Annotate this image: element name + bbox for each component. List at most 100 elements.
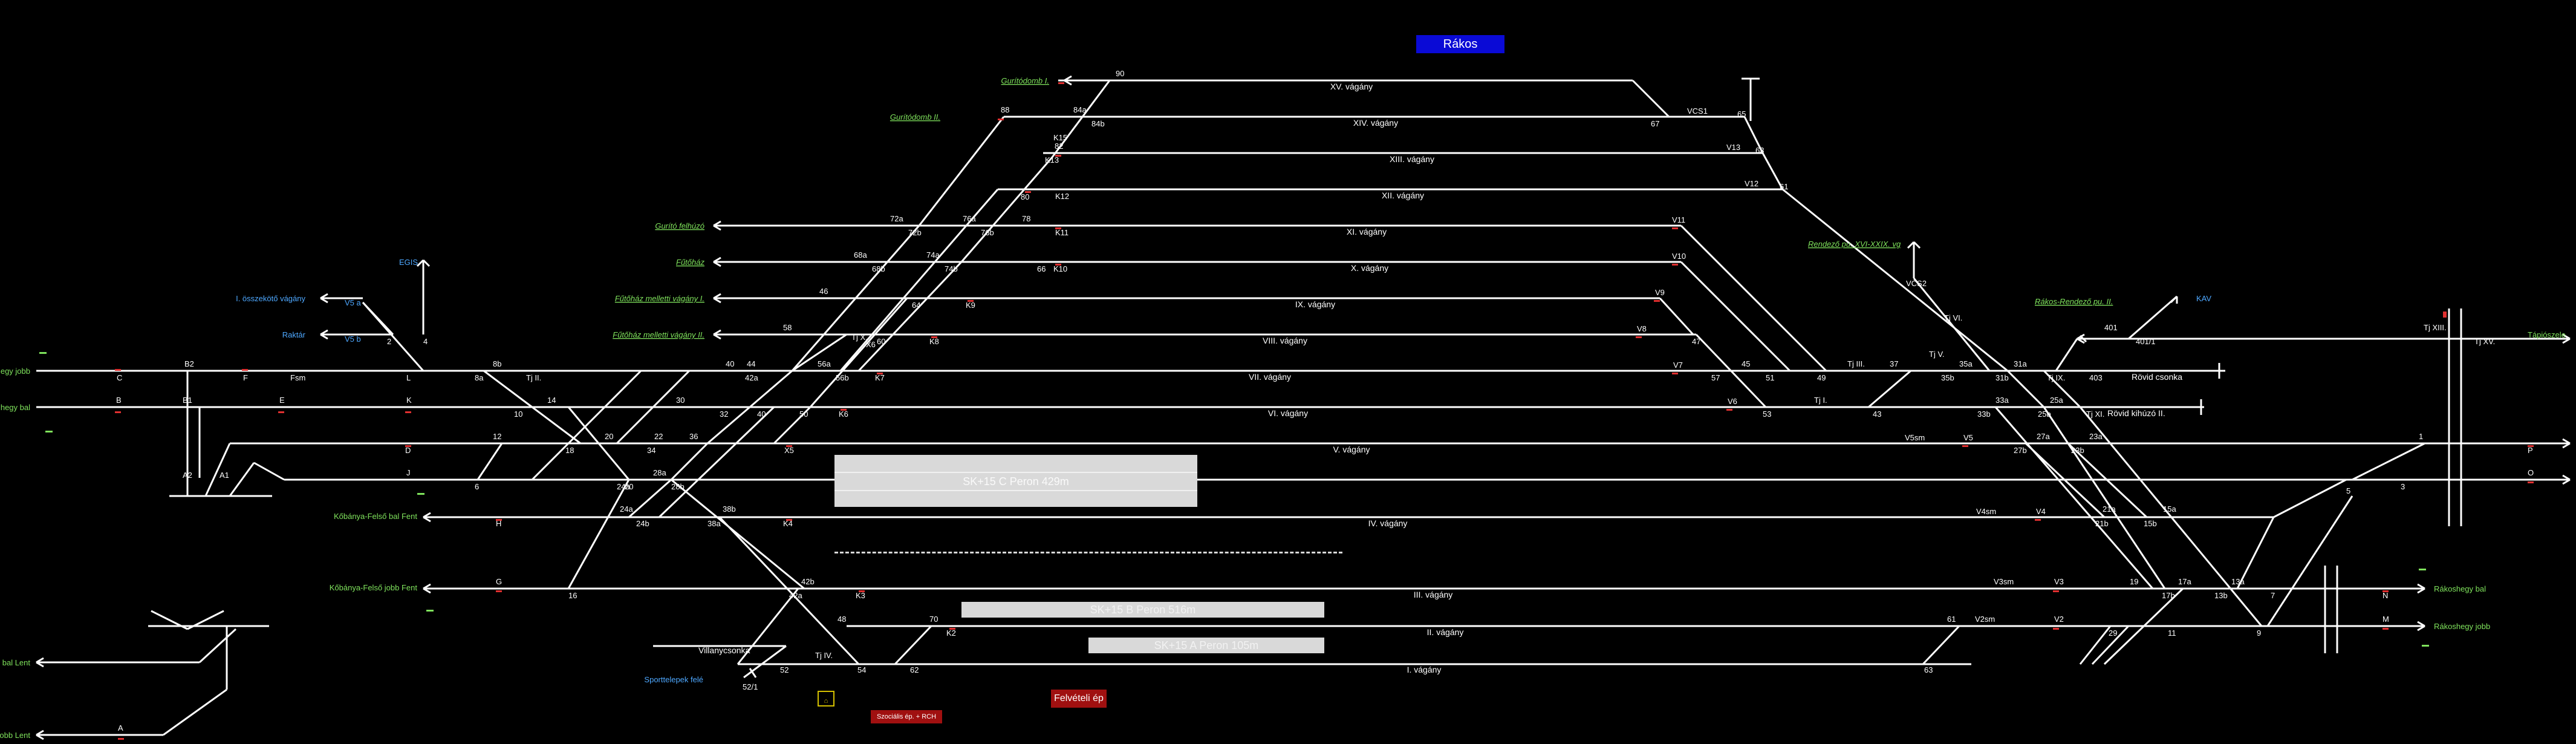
svg-text:17b: 17b — [2162, 591, 2175, 600]
felveteli-button[interactable]: Felvételi ép — [1051, 690, 1107, 708]
label-track-12: XII. vágány — [1382, 191, 1424, 200]
svg-text:29: 29 — [2109, 628, 2117, 638]
label-villanycsonka: Villanycsonka — [698, 645, 750, 655]
svg-text:L: L — [406, 373, 411, 382]
svg-text:V6: V6 — [1728, 397, 1737, 406]
svg-text:H: H — [496, 519, 501, 528]
svg-text:13a: 13a — [2231, 577, 2245, 586]
svg-text:90: 90 — [1116, 69, 1124, 78]
svg-text:56a: 56a — [818, 359, 831, 368]
svg-text:66: 66 — [1037, 264, 1046, 273]
svg-text:V13: V13 — [1726, 143, 1740, 152]
szocialis-button[interactable]: Szociális ép. + RCH — [871, 710, 942, 723]
svg-text:76a: 76a — [963, 214, 976, 223]
svg-text:60: 60 — [877, 337, 885, 346]
svg-text:11: 11 — [2168, 628, 2176, 638]
platform-c: SK+15 C Peron 429m — [834, 455, 1197, 507]
svg-text:Tj II.: Tj II. — [526, 373, 541, 382]
svg-text:32: 32 — [720, 410, 728, 419]
svg-text:46: 46 — [819, 287, 828, 296]
dest-raktar: Raktár — [282, 330, 306, 339]
svg-text:84b: 84b — [1091, 119, 1105, 128]
svg-text:2: 2 — [387, 337, 391, 346]
svg-text:43: 43 — [1873, 410, 1881, 419]
switch-labels: 90 88 84a 84b 82 80 78 76a 76b 74a 74b 7… — [387, 69, 2423, 691]
svg-text:E: E — [279, 396, 285, 405]
svg-text:K2: K2 — [946, 628, 956, 638]
svg-text:40: 40 — [726, 359, 734, 368]
label-track-5: V. vágány — [1333, 445, 1370, 454]
dest-lentjobb: jobb Lent — [0, 731, 30, 740]
svg-text:V3sm: V3sm — [1994, 577, 2014, 586]
signal-codes: K15 K13 K12 K11 K10 K9 K8 K7 K6 X5 K4 K3… — [116, 106, 2534, 733]
svg-text:35a: 35a — [1959, 359, 1973, 368]
svg-text:V4: V4 — [2036, 507, 2046, 516]
svg-text:D: D — [405, 446, 411, 455]
dest-gurit2: Gurítódomb II. — [890, 113, 940, 122]
svg-text:36: 36 — [689, 432, 698, 441]
svg-text:68a: 68a — [854, 250, 867, 259]
svg-text:58: 58 — [783, 323, 792, 332]
svg-text:54: 54 — [857, 665, 866, 674]
svg-text:V9: V9 — [1655, 288, 1665, 297]
svg-text:44: 44 — [747, 359, 755, 368]
dest-rakhj: Rákoshegy jobb — [2434, 622, 2490, 631]
svg-text:57: 57 — [1711, 373, 1720, 382]
svg-text:19: 19 — [2130, 577, 2138, 586]
svg-text:37: 37 — [1890, 359, 1898, 368]
svg-text:22: 22 — [654, 432, 663, 441]
svg-text:Tj V.: Tj V. — [1929, 350, 1945, 359]
svg-text:V3: V3 — [2054, 577, 2064, 586]
svg-text:B: B — [116, 396, 122, 405]
svg-text:V2: V2 — [2054, 615, 2064, 624]
svg-text:65: 65 — [1737, 109, 1746, 119]
dest-kobfj: Kőbánya-Felső jobb Fent — [330, 583, 418, 592]
svg-text:12: 12 — [493, 432, 501, 441]
dest-lentbal: bal Lent — [2, 658, 31, 667]
dest-gurit1: Gurítódomb I. — [1001, 76, 1049, 85]
svg-text:K10: K10 — [1053, 264, 1067, 273]
dest-ferb: Ferihegy bal — [0, 403, 30, 412]
svg-text:76b: 76b — [981, 228, 994, 237]
svg-text:45: 45 — [1742, 359, 1750, 368]
label-track-4: IV. vágány — [1368, 518, 1408, 528]
label-track-8: VIII. vágány — [1263, 336, 1307, 345]
svg-text:33b: 33b — [1977, 410, 1991, 419]
svg-text:O: O — [2528, 468, 2534, 477]
svg-text:K4: K4 — [783, 519, 793, 528]
svg-text:80: 80 — [1021, 192, 1029, 201]
svg-text:9: 9 — [2257, 628, 2261, 638]
label-track-13: XIII. vágány — [1390, 154, 1434, 164]
svg-text:13b: 13b — [2214, 591, 2228, 600]
svg-text:51: 51 — [1766, 373, 1774, 382]
platform-b: SK+15 B Peron 516m — [961, 602, 1324, 618]
svg-text:33a: 33a — [1995, 396, 2009, 405]
svg-text:Tj III.: Tj III. — [1847, 359, 1865, 368]
svg-text:63: 63 — [1924, 665, 1933, 674]
svg-text:8b: 8b — [493, 359, 501, 368]
code-v5b: V5 b — [345, 334, 361, 344]
svg-text:401: 401 — [2104, 323, 2118, 332]
dest-ferj: Ferihegy jobb — [0, 367, 30, 376]
svg-text:K8: K8 — [929, 337, 939, 346]
svg-text:401/1: 401/1 — [2136, 337, 2156, 346]
svg-text:1: 1 — [2419, 432, 2423, 441]
svg-text:V2sm: V2sm — [1975, 615, 1995, 624]
dest-futom1: Fűtőház melletti vágány I. — [615, 294, 704, 303]
svg-text:17a: 17a — [2178, 577, 2191, 586]
svg-text:24a: 24a — [617, 482, 630, 491]
svg-text:J: J — [406, 468, 411, 477]
svg-text:25a: 25a — [2050, 396, 2063, 405]
dest-rakhb: Rákoshegy bal — [2434, 584, 2486, 593]
svg-text:27a: 27a — [2037, 432, 2050, 441]
svg-text:20: 20 — [605, 432, 613, 441]
dest-futom2: Fűtőház melletti vágány II. — [613, 330, 704, 339]
svg-text:14: 14 — [547, 396, 556, 405]
svg-text:72b: 72b — [908, 228, 922, 237]
svg-text:68b: 68b — [872, 264, 885, 273]
svg-text:84a: 84a — [1073, 105, 1087, 114]
svg-text:16: 16 — [568, 591, 577, 600]
label-rovid-kihuzo: Rövid kihúzó II. — [2107, 408, 2165, 418]
label-track-15: XV. vágány — [1330, 82, 1373, 91]
svg-text:15b: 15b — [2144, 519, 2157, 528]
